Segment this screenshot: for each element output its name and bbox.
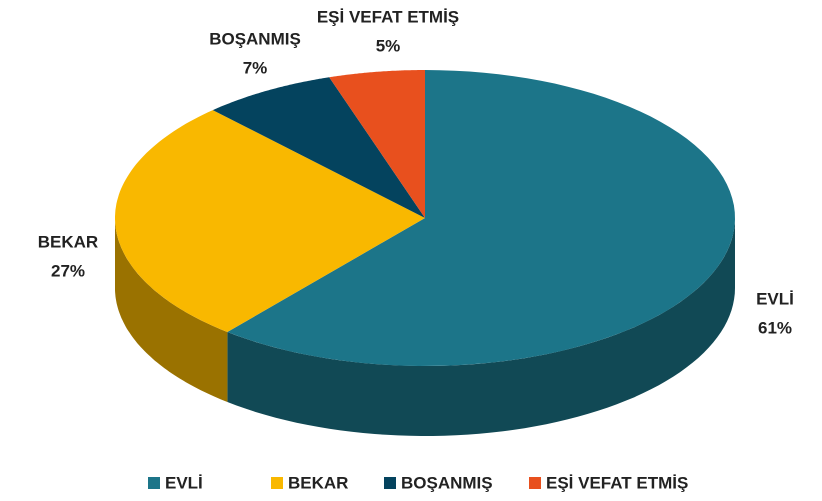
legend-label: EŞİ VEFAT ETMİŞ xyxy=(546,473,688,492)
data-label-name: BOŞANMIŞ xyxy=(209,29,301,48)
slice xyxy=(329,70,425,218)
data-label-value: 61% xyxy=(758,318,792,337)
legend-label: BEKAR xyxy=(288,473,348,492)
slice-side xyxy=(227,218,735,436)
data-label-value: 5% xyxy=(376,36,401,55)
slice xyxy=(227,70,735,366)
legend-swatch xyxy=(384,477,396,489)
data-label-name: EŞİ VEFAT ETMİŞ xyxy=(317,7,459,26)
slice-side xyxy=(115,218,228,402)
legend-swatch xyxy=(271,477,283,489)
legend-swatch xyxy=(529,477,541,489)
data-label-value: 27% xyxy=(51,261,85,280)
legend-label: EVLİ xyxy=(165,473,203,492)
data-label-name: BEKAR xyxy=(38,232,98,251)
data-label-name: EVLİ xyxy=(756,289,794,308)
slice xyxy=(212,77,425,218)
legend-swatch xyxy=(148,477,160,489)
slice xyxy=(115,110,425,332)
legend-label: BOŞANMIŞ xyxy=(401,473,493,492)
data-label-value: 7% xyxy=(243,58,268,77)
